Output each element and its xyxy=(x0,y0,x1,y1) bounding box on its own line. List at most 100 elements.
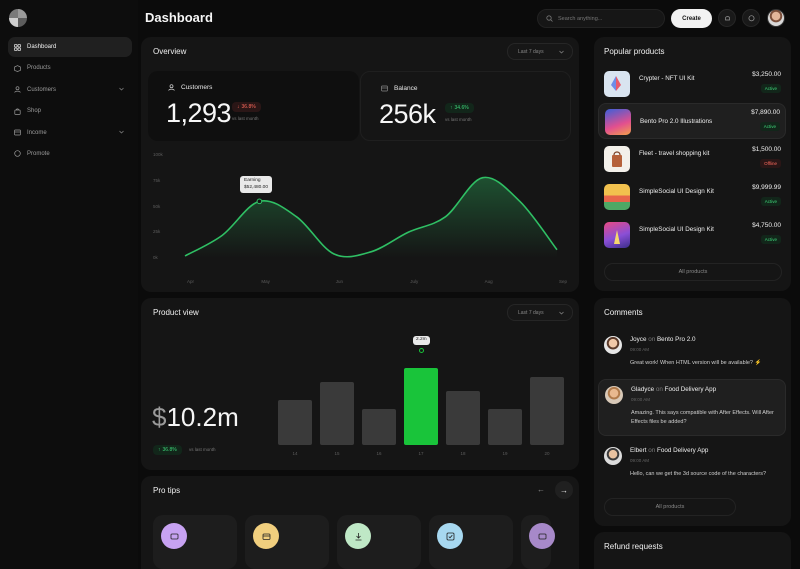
grid-icon xyxy=(14,43,21,51)
messages-button[interactable] xyxy=(742,9,760,27)
arrow-left-icon[interactable]: ← xyxy=(537,485,545,494)
notification-button[interactable] xyxy=(718,9,736,27)
pro-tip-card[interactable] xyxy=(153,515,237,569)
search-placeholder: Search anything... xyxy=(558,15,603,22)
bar[interactable] xyxy=(446,391,480,445)
comment-text: Amazing. This says compatible with After… xyxy=(631,410,774,425)
sidebar-item-income[interactable]: Income xyxy=(8,123,132,143)
sidebar-item-label: Income xyxy=(27,129,47,136)
product-name: SimpleSocial UI Design Kit xyxy=(639,188,714,195)
sidebar-item-customers[interactable]: Customers xyxy=(8,80,132,100)
x-tick-label: 18 xyxy=(460,451,466,456)
wallet-icon xyxy=(381,85,388,92)
balance-label-row: Balance xyxy=(381,85,418,92)
sidebar-item-label: Products xyxy=(27,65,51,72)
product-view-range-dropdown[interactable]: Last 7 days xyxy=(507,304,573,321)
bar[interactable] xyxy=(488,409,522,445)
product-thumbnail xyxy=(604,222,630,248)
product-thumbnail xyxy=(604,146,630,172)
pro-tip-card[interactable] xyxy=(429,515,513,569)
comment-target[interactable]: Food Delivery App xyxy=(656,447,709,454)
x-tick-label: 20 xyxy=(544,451,550,456)
sidebar-item-label: Dashboard xyxy=(27,44,57,50)
product-view-change: 36.8% xyxy=(162,447,177,453)
product-thumbnail xyxy=(605,109,631,135)
x-tick-label: 16 xyxy=(376,451,382,456)
box-icon xyxy=(14,65,21,72)
tv-icon xyxy=(529,523,555,549)
sidebar-item-shop[interactable]: Shop xyxy=(8,101,132,121)
comment-on-word: on xyxy=(648,447,656,454)
x-tick-label: 15 xyxy=(334,451,340,456)
x-tick-label: Apr xyxy=(187,279,195,284)
customers-stat[interactable]: Customers 1,293 ↓ 36.8% vs last month xyxy=(148,71,359,141)
y-tick-label: 100k xyxy=(153,152,163,157)
pro-tips-title: Pro tips xyxy=(153,486,181,495)
balance-stat[interactable]: Balance 256k ↑ 34.6% vs last month xyxy=(360,71,571,141)
bag-icon xyxy=(14,108,21,115)
chevron-down-icon[interactable] xyxy=(119,87,124,93)
bar[interactable] xyxy=(362,409,396,445)
comment-item[interactable]: Joyce on Bento Pro 2.0 09:00 AM Great wo… xyxy=(598,330,786,370)
arrow-right-icon[interactable]: → xyxy=(555,481,573,499)
overview-area-chart[interactable] xyxy=(175,150,567,265)
product-item[interactable]: SimpleSocial UI Design Kit $9,999.99 Act… xyxy=(598,179,786,215)
product-item[interactable]: SimpleSocial UI Design Kit $4,750.00 Act… xyxy=(598,217,786,253)
pro-tip-card[interactable] xyxy=(337,515,421,569)
wallet-icon xyxy=(14,129,21,136)
chart-hover-point[interactable] xyxy=(256,198,263,205)
create-button[interactable]: Create xyxy=(671,9,712,28)
search-icon xyxy=(546,15,553,22)
search-input[interactable]: Search anything... xyxy=(537,9,665,28)
customers-vs: vs last month xyxy=(232,116,259,121)
comment-on-word: on xyxy=(655,386,663,393)
sidebar-item-label: Customers xyxy=(27,86,57,93)
comments-title: Comments xyxy=(604,308,643,317)
all-comments-button[interactable]: All products xyxy=(604,498,736,516)
product-item[interactable]: Fleet - travel shopping kit $1,500.00 Of… xyxy=(598,141,786,177)
bar[interactable] xyxy=(404,367,438,445)
comment-target[interactable]: Bento Pro 2.0 xyxy=(656,336,696,343)
bar[interactable] xyxy=(278,400,312,445)
product-thumbnail xyxy=(604,71,630,97)
customers-change: 36.8% xyxy=(241,104,256,110)
chevron-down-icon[interactable] xyxy=(119,130,124,136)
comment-item[interactable]: Gladyce on Food Delivery App 09:00 AM Am… xyxy=(598,379,786,436)
y-tick-label: 50k xyxy=(153,203,161,209)
wallet-icon xyxy=(253,523,279,549)
popular-products-title: Popular products xyxy=(604,47,665,56)
sidebar-item-promote[interactable]: Promote xyxy=(8,144,132,164)
x-tick-label: 14 xyxy=(292,451,298,456)
chart-tooltip: Earning $52,480.00 xyxy=(240,176,273,193)
comment-on-word: on xyxy=(648,336,656,343)
pro-tip-card[interactable] xyxy=(521,515,555,569)
user-avatar[interactable] xyxy=(767,9,785,27)
all-products-button[interactable]: All products xyxy=(604,263,782,281)
pro-tip-card[interactable] xyxy=(245,515,329,569)
bar[interactable] xyxy=(320,382,354,445)
product-item[interactable]: Crypter - NFT UI Kit $3,250.00 Active xyxy=(598,66,786,102)
overview-range-dropdown[interactable]: Last 7 days xyxy=(507,43,573,60)
comment-target[interactable]: Food Delivery App xyxy=(664,386,717,393)
product-item[interactable]: Bento Pro 2.0 Illustrations $7,890.00 Ac… xyxy=(598,103,786,139)
customers-value: 1,293 xyxy=(166,98,232,128)
download-icon xyxy=(345,523,371,549)
sidebar-item-dashboard[interactable]: Dashboard xyxy=(8,37,132,57)
overview-title: Overview xyxy=(153,47,187,56)
status-badge: Active xyxy=(760,235,781,244)
tv-icon xyxy=(161,523,187,549)
tooltip-value: $52,480.00 xyxy=(244,184,269,190)
comment-header: Elbert on Food Delivery App xyxy=(630,447,708,454)
x-tick-label: July xyxy=(410,279,419,284)
customers-change-badge: ↓ 36.8% xyxy=(232,102,261,112)
comment-item[interactable]: Elbert on Food Delivery App 09:00 AM Hel… xyxy=(598,441,786,483)
bar[interactable] xyxy=(530,376,564,445)
refund-requests-title: Refund requests xyxy=(604,542,663,551)
arrow-up-icon: ↑ xyxy=(450,105,453,111)
balance-value: 256k xyxy=(379,99,436,129)
comment-author: Joyce xyxy=(630,336,647,343)
x-tick-label: 19 xyxy=(502,451,508,456)
comment-header: Gladyce on Food Delivery App xyxy=(631,386,716,393)
app-logo[interactable] xyxy=(9,9,27,27)
sidebar-item-products[interactable]: Products xyxy=(8,58,132,78)
